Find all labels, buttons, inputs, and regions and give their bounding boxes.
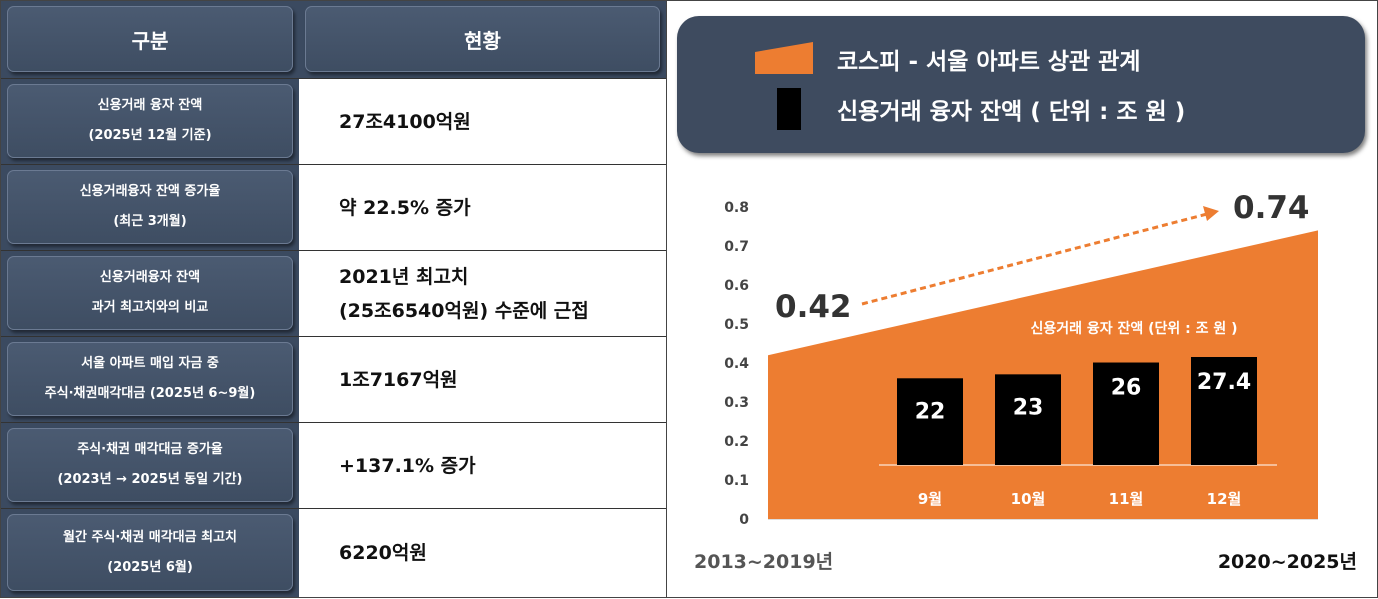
y-tick-label: 0.5 xyxy=(724,317,749,333)
y-tick-label: 0.7 xyxy=(724,239,749,255)
row-label-box: 신용거래융자 잔액 증가율 (최근 3개월) xyxy=(7,170,293,244)
row-label-line2: 과거 최고치와의 비교 xyxy=(91,300,209,315)
bar-chart-title: 신용거래 융자 잔액 (단위 : 조 원 ) xyxy=(1030,320,1237,337)
header-status: 현황 xyxy=(305,6,660,72)
header-category-label: 구분 xyxy=(131,28,169,53)
legend-item-credit: 신용거래 융자 잔액 ( 단위 : 조 원 ) xyxy=(837,99,1186,125)
legend-orange-swatch xyxy=(755,42,813,74)
legend-item-correlation: 코스피 - 서울 아파트 상관 관계 xyxy=(837,49,1141,75)
trend-arrow-head xyxy=(1203,206,1219,221)
area-value-label: 0.74 xyxy=(1233,190,1310,226)
legend-black-swatch xyxy=(777,88,801,130)
bar xyxy=(1093,362,1159,465)
table-header-row: 구분 현황 xyxy=(1,1,666,79)
bar-value-label: 22 xyxy=(915,399,946,424)
x-axis-label: 2013~2019년 xyxy=(694,551,833,573)
summary-table: 구분 현황 신용거래 융자 잔액 (2025년 12월 기준) 27조4100억… xyxy=(0,0,667,598)
row-value: 2021년 최고치 xyxy=(339,265,469,288)
row-value: 27조4100억원 xyxy=(339,110,471,133)
chart-canvas: 0 0.1 0.2 0.3 0.4 0.5 0.6 0.7 0.8 0.42 0.74 2013~20… xyxy=(694,190,1357,573)
row-label-line1: 신용거래융자 잔액 증가율 xyxy=(79,184,221,199)
bar xyxy=(995,374,1061,465)
row-value: 약 22.5% 증가 xyxy=(339,196,471,219)
bar-value-label: 27.4 xyxy=(1197,370,1251,395)
y-tick-label: 0 xyxy=(739,512,749,528)
bar xyxy=(1191,357,1257,465)
row-value: +137.1% 증가 xyxy=(339,454,476,477)
header-status-label: 현황 xyxy=(464,28,501,53)
bar-category-label: 10월 xyxy=(1011,490,1046,508)
x-axis-label: 2020~2025년 xyxy=(1218,551,1357,573)
y-tick-label: 0.4 xyxy=(724,356,749,372)
row-label-line2: (최근 3개월) xyxy=(113,214,187,229)
bar-category-label: 9월 xyxy=(918,490,942,508)
y-tick-label: 0.3 xyxy=(724,395,749,411)
row-label-line2: (2023년 → 2025년 동일 기간) xyxy=(57,472,243,487)
row-value: 6220억원 xyxy=(339,542,427,564)
row-label-line2: 주식·채권매각대금 (2025년 6~9월) xyxy=(44,386,256,401)
row-label-box: 신용거래융자 잔액 과거 최고치와의 비교 xyxy=(7,256,293,330)
table-row: 주식·채권 매각대금 증가율 (2023년 → 2025년 동일 기간) +13… xyxy=(1,423,666,509)
area-value-label: 0.42 xyxy=(775,289,852,325)
legend-box: 코스피 - 서울 아파트 상관 관계 신용거래 융자 잔액 ( 단위 : 조 원… xyxy=(677,16,1365,153)
bar-value-label: 23 xyxy=(1013,395,1044,420)
bar xyxy=(897,378,963,465)
bar-category-label: 11월 xyxy=(1109,490,1144,508)
row-label-line1: 주식·채권 매각대금 증가율 xyxy=(77,442,223,457)
row-label-line1: 서울 아파트 매입 자금 중 xyxy=(81,356,219,371)
row-label-line1: 신용거래 융자 잔액 xyxy=(97,98,203,113)
bar-value-label: 26 xyxy=(1111,376,1142,401)
y-tick-label: 0.1 xyxy=(724,473,749,489)
y-tick-label: 0.2 xyxy=(724,434,749,450)
table-row: 서울 아파트 매입 자금 중 주식·채권매각대금 (2025년 6~9월) 1조… xyxy=(1,337,666,423)
row-label-box: 신용거래 융자 잔액 (2025년 12월 기준) xyxy=(7,84,293,158)
table-row: 월간 주식·채권 매각대금 최고치 (2025년 6월) 6220억원 xyxy=(1,509,666,597)
table-row: 신용거래 융자 잔액 (2025년 12월 기준) 27조4100억원 xyxy=(1,79,666,165)
header-category: 구분 xyxy=(7,6,293,72)
bar-category-label: 12월 xyxy=(1207,490,1242,508)
row-label-box: 월간 주식·채권 매각대금 최고치 (2025년 6월) xyxy=(7,514,293,591)
row-label-line1: 신용거래융자 잔액 xyxy=(99,270,201,285)
row-label-box: 주식·채권 매각대금 증가율 (2023년 → 2025년 동일 기간) xyxy=(7,428,293,502)
row-value: 1조7167억원 xyxy=(339,368,458,391)
row-label-line1: 월간 주식·채권 매각대금 최고치 xyxy=(63,529,237,545)
row-label-line2: (2025년 6월) xyxy=(107,559,193,575)
row-value-line2: (25조6540억원) 수준에 근접 xyxy=(339,299,589,322)
y-tick-label: 0.6 xyxy=(724,278,749,294)
chart-panel: 코스피 - 서울 아파트 상관 관계 신용거래 융자 잔액 ( 단위 : 조 원… xyxy=(667,0,1378,598)
table-row: 신용거래융자 잔액 증가율 (최근 3개월) 약 22.5% 증가 xyxy=(1,165,666,251)
row-label-line2: (2025년 12월 기준) xyxy=(88,128,212,143)
y-tick-label: 0.8 xyxy=(724,200,749,216)
table-row: 신용거래융자 잔액 과거 최고치와의 비교 2021년 최고치 (25조6540… xyxy=(1,251,666,337)
row-label-box: 서울 아파트 매입 자금 중 주식·채권매각대금 (2025년 6~9월) xyxy=(7,342,293,416)
